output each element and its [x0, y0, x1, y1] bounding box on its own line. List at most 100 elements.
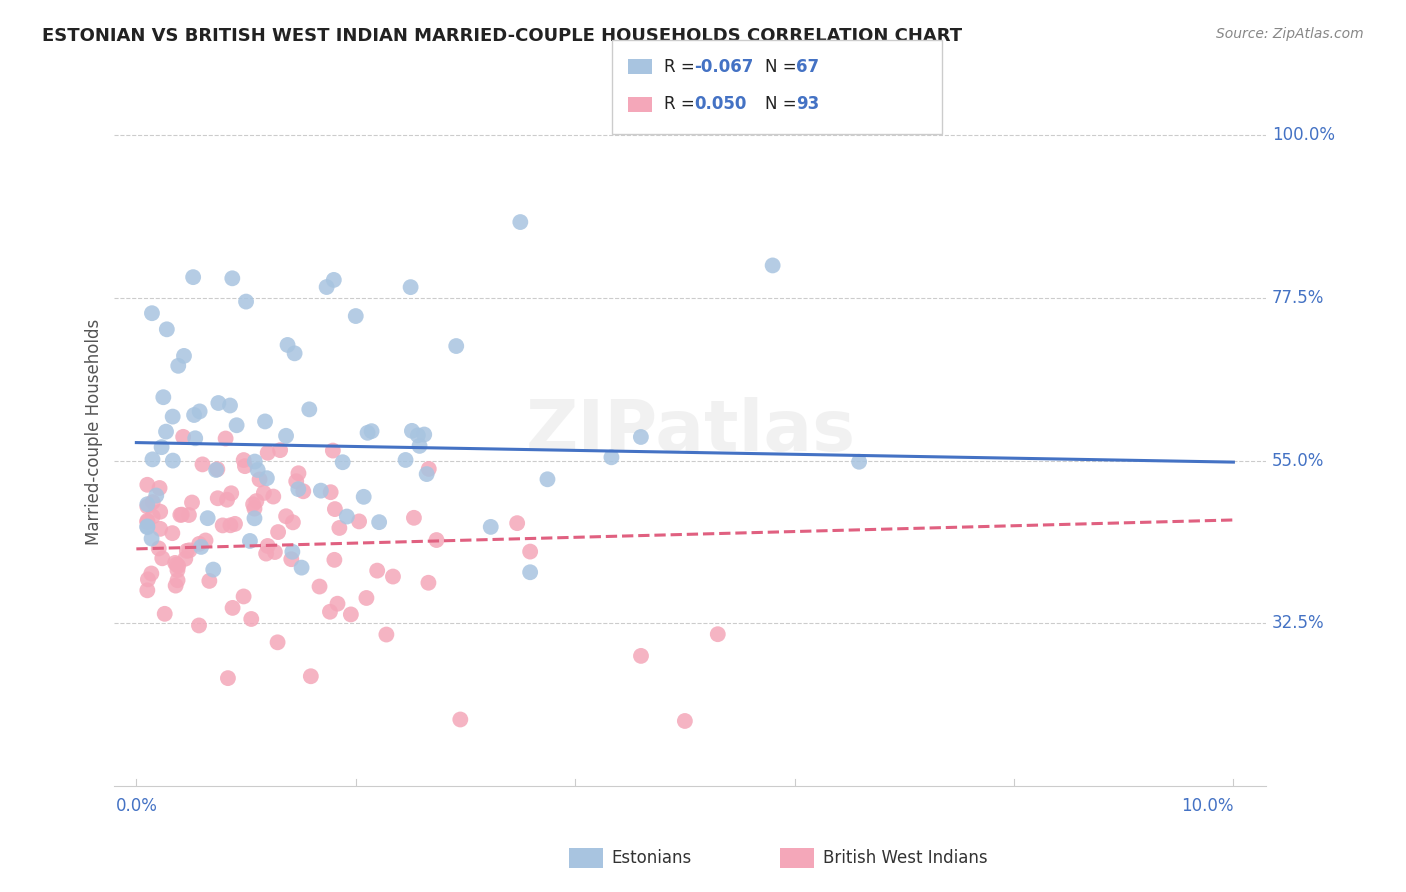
Point	[332, 455, 354, 469]
Point	[145, 489, 167, 503]
Point	[181, 495, 204, 509]
Point	[356, 591, 378, 605]
Point	[353, 490, 375, 504]
Point	[152, 390, 174, 404]
Point	[188, 404, 211, 418]
Point	[287, 467, 309, 481]
Point	[368, 515, 391, 529]
Point	[191, 458, 214, 472]
Point	[149, 522, 172, 536]
Point	[322, 443, 344, 458]
Point	[169, 508, 191, 522]
Point	[401, 424, 423, 438]
Y-axis label: Married-couple Households: Married-couple Households	[86, 318, 103, 545]
Point	[166, 574, 188, 588]
Text: 32.5%: 32.5%	[1272, 615, 1324, 632]
Point	[167, 359, 190, 373]
Point	[347, 515, 370, 529]
Point	[165, 579, 187, 593]
Point	[375, 627, 398, 641]
Point	[425, 533, 447, 547]
Point	[142, 509, 165, 524]
Point	[413, 427, 436, 442]
Point	[298, 402, 321, 417]
Point	[399, 280, 422, 294]
Point	[235, 294, 257, 309]
Text: R =: R =	[664, 58, 700, 76]
Point	[215, 492, 238, 507]
Point	[149, 505, 172, 519]
Point	[245, 494, 267, 508]
Point	[762, 259, 785, 273]
Point	[630, 430, 652, 444]
Point	[402, 510, 425, 524]
Point	[506, 516, 529, 530]
Point	[319, 485, 342, 500]
Point	[263, 545, 285, 559]
Text: 93: 93	[796, 95, 820, 113]
Point	[256, 539, 278, 553]
Point	[188, 618, 211, 632]
Point	[174, 551, 197, 566]
Point	[142, 495, 165, 509]
Point	[309, 483, 332, 498]
Point	[253, 486, 276, 500]
Point	[509, 215, 531, 229]
Text: R =: R =	[664, 95, 700, 113]
Point	[243, 511, 266, 525]
Point	[136, 497, 159, 511]
Point	[148, 481, 170, 495]
Point	[600, 450, 623, 465]
Text: 67: 67	[796, 58, 818, 76]
Point	[336, 509, 359, 524]
Point	[673, 714, 696, 728]
Point	[444, 339, 467, 353]
Point	[205, 463, 228, 477]
Point	[848, 455, 870, 469]
Point	[479, 520, 502, 534]
Point	[150, 440, 173, 454]
Point	[360, 424, 382, 438]
Point	[299, 669, 322, 683]
Point	[150, 551, 173, 566]
Point	[233, 459, 256, 474]
Point	[170, 508, 193, 522]
Point	[219, 486, 242, 500]
Point	[172, 430, 194, 444]
Point	[418, 462, 440, 476]
Point	[141, 566, 163, 581]
Point	[418, 575, 440, 590]
Point	[266, 635, 288, 649]
Text: ZIPatlas: ZIPatlas	[526, 397, 855, 467]
Point	[153, 607, 176, 621]
Point	[366, 564, 388, 578]
Point	[536, 472, 558, 486]
Point	[202, 563, 225, 577]
Text: British West Indians: British West Indians	[823, 849, 987, 867]
Point	[240, 612, 263, 626]
Point	[449, 713, 471, 727]
Point	[136, 477, 159, 491]
Point	[319, 605, 342, 619]
Point	[242, 497, 264, 511]
Point	[177, 508, 200, 522]
Text: 77.5%: 77.5%	[1272, 289, 1324, 307]
Point	[249, 473, 271, 487]
Point	[176, 544, 198, 558]
Text: -0.067: -0.067	[695, 58, 754, 76]
Point	[224, 516, 246, 531]
Text: N =: N =	[765, 58, 801, 76]
Point	[162, 453, 184, 467]
Point	[284, 346, 307, 360]
Text: 0.050: 0.050	[695, 95, 747, 113]
Point	[221, 600, 243, 615]
Point	[243, 454, 266, 468]
Text: 55.0%: 55.0%	[1272, 451, 1324, 470]
Point	[136, 514, 159, 528]
Point	[326, 597, 349, 611]
Point	[280, 552, 302, 566]
Point	[281, 516, 304, 530]
Point	[292, 484, 315, 499]
Point	[322, 273, 344, 287]
Point	[207, 396, 229, 410]
